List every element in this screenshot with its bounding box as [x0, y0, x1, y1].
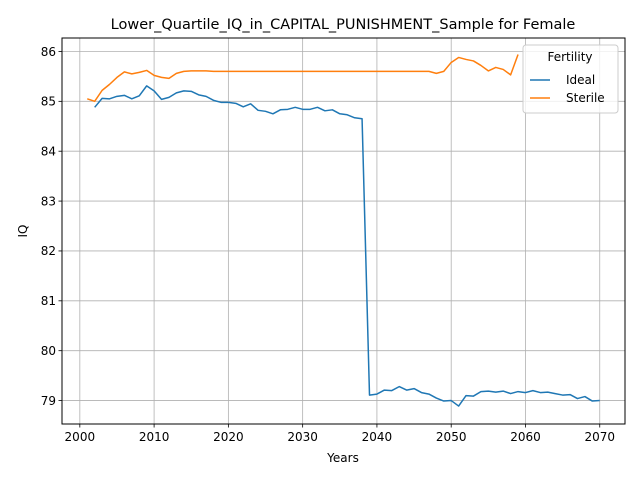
y-tick-label: 84	[41, 145, 56, 159]
x-tick-label: 2020	[213, 430, 244, 444]
horizontal-gridlines	[62, 51, 625, 401]
x-tick-label: 2070	[584, 430, 615, 444]
chart-title: Lower_Quartile_IQ_in_CAPITAL_PUNISHMENT_…	[111, 17, 576, 33]
series-line-ideal	[94, 85, 600, 407]
x-axis-ticks: 2000 2010 2020 2030 2040 2050 2060 2070	[65, 424, 615, 444]
x-tick-label: 2010	[139, 430, 170, 444]
y-tick-label: 83	[41, 194, 56, 208]
series-line-sterile	[87, 54, 519, 103]
legend-title: Fertility	[547, 50, 592, 64]
legend-label-sterile: Sterile	[566, 91, 605, 105]
y-tick-label: 86	[41, 45, 56, 59]
y-tick-label: 82	[41, 244, 56, 258]
y-axis-ticks: 79 80 81 82 83 84 85 86	[41, 45, 62, 408]
series-lines	[87, 54, 600, 407]
x-tick-label: 2050	[436, 430, 467, 444]
plot-area-frame	[61, 37, 626, 425]
legend-box	[522, 44, 619, 114]
x-tick-label: 2040	[362, 430, 393, 444]
y-tick-label: 79	[41, 394, 56, 408]
y-tick-label: 85	[41, 95, 56, 109]
x-axis-label: Years	[326, 451, 359, 465]
y-axis-label: IQ	[16, 225, 30, 238]
legend-label-ideal: Ideal	[566, 73, 595, 87]
x-tick-label: 2030	[287, 430, 318, 444]
x-tick-label: 2060	[510, 430, 541, 444]
y-tick-label: 81	[41, 294, 56, 308]
x-tick-label: 2000	[65, 430, 96, 444]
y-tick-label: 80	[41, 344, 56, 358]
legend: Fertility Ideal Sterile	[522, 44, 619, 114]
